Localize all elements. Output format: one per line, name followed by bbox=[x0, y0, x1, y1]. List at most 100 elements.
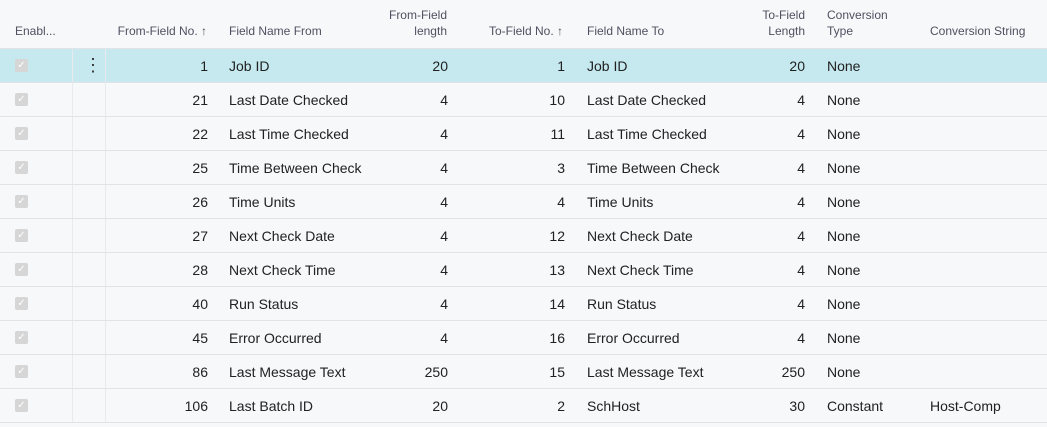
to-field-length-cell[interactable]: 30 bbox=[789, 398, 805, 414]
enabled-checkbox[interactable]: ✓ bbox=[15, 229, 28, 242]
to-field-no-cell[interactable]: 15 bbox=[549, 364, 565, 380]
conversion-type-cell[interactable]: None bbox=[827, 296, 861, 312]
conversion-type-cell[interactable]: None bbox=[827, 262, 861, 278]
to-field-no-cell[interactable]: 16 bbox=[549, 330, 565, 346]
table-row[interactable]: ✓ 22 Last Time Checked 4 11 Last Time Checked… bbox=[0, 117, 1047, 151]
from-field-no-cell[interactable]: 1 bbox=[200, 58, 208, 74]
enabled-checkbox[interactable]: ✓ bbox=[15, 93, 28, 106]
to-field-length-cell[interactable]: 4 bbox=[797, 160, 805, 176]
table-row[interactable]: ✓ 25 Time Between Check 4 3 Time Between Chec… bbox=[0, 151, 1047, 185]
table-row[interactable]: ✓ 86 Last Message Text 250 15 Last Message Te… bbox=[0, 355, 1047, 389]
table-row[interactable]: ✓ ⋮ 1 Job ID 20 1 Job ID 20 None bbox=[0, 49, 1047, 83]
enabled-checkbox[interactable]: ✓ bbox=[15, 161, 28, 174]
from-field-length-cell[interactable]: 4 bbox=[440, 228, 448, 244]
col-to-field-length[interactable]: To-Field Length bbox=[762, 7, 805, 39]
from-field-no-cell[interactable]: 27 bbox=[192, 228, 208, 244]
field-name-from-cell[interactable]: Next Check Date bbox=[229, 228, 335, 244]
field-name-from-cell[interactable]: Last Message Text bbox=[229, 364, 346, 380]
to-field-length-cell[interactable]: 4 bbox=[797, 228, 805, 244]
from-field-no-cell[interactable]: 22 bbox=[192, 126, 208, 142]
to-field-no-cell[interactable]: 10 bbox=[549, 92, 565, 108]
from-field-length-cell[interactable]: 4 bbox=[440, 296, 448, 312]
conversion-type-cell[interactable]: None bbox=[827, 126, 861, 142]
from-field-length-cell[interactable]: 4 bbox=[440, 92, 448, 108]
table-row[interactable]: ✓ 28 Next Check Time 4 13 Next Check Time 4 Non… bbox=[0, 253, 1047, 287]
conversion-string-cell[interactable]: Host-Comp bbox=[930, 398, 1001, 414]
from-field-no-cell[interactable]: 40 bbox=[192, 296, 208, 312]
to-field-length-cell[interactable]: 4 bbox=[797, 194, 805, 210]
conversion-type-cell[interactable]: None bbox=[827, 92, 861, 108]
col-from-field-no[interactable]: From-Field No. ↑ bbox=[117, 24, 207, 38]
field-name-to-cell[interactable]: Error Occurred bbox=[587, 330, 680, 346]
from-field-length-cell[interactable]: 20 bbox=[432, 398, 448, 414]
enabled-checkbox[interactable]: ✓ bbox=[15, 59, 28, 72]
table-row[interactable]: ✓ 45 Error Occurred 4 16 Error Occurred 4 None bbox=[0, 321, 1047, 355]
conversion-type-cell[interactable]: None bbox=[827, 364, 861, 380]
field-name-to-cell[interactable]: SchHost bbox=[587, 398, 640, 414]
from-field-length-cell[interactable]: 4 bbox=[440, 194, 448, 210]
from-field-length-cell[interactable]: 4 bbox=[440, 262, 448, 278]
to-field-length-cell[interactable]: 4 bbox=[797, 262, 805, 278]
field-name-from-cell[interactable]: Last Time Checked bbox=[229, 126, 349, 142]
to-field-no-cell[interactable]: 1 bbox=[557, 58, 565, 74]
to-field-no-cell[interactable]: 4 bbox=[557, 194, 565, 210]
field-name-from-cell[interactable]: Time Between Check bbox=[229, 160, 362, 176]
conversion-type-cell[interactable]: None bbox=[827, 58, 861, 74]
conversion-type-cell[interactable]: None bbox=[827, 160, 861, 176]
from-field-no-cell[interactable]: 45 bbox=[192, 330, 208, 346]
from-field-no-cell[interactable]: 26 bbox=[192, 194, 208, 210]
field-name-from-cell[interactable]: Job ID bbox=[229, 58, 270, 74]
col-field-name-from[interactable]: Field Name From bbox=[229, 24, 322, 38]
from-field-length-cell[interactable]: 4 bbox=[440, 330, 448, 346]
from-field-no-cell[interactable]: 21 bbox=[192, 92, 208, 108]
from-field-no-cell[interactable]: 28 bbox=[192, 262, 208, 278]
field-name-from-cell[interactable]: Last Batch ID bbox=[229, 398, 314, 414]
enabled-checkbox[interactable]: ✓ bbox=[15, 399, 28, 412]
field-name-to-cell[interactable]: Run Status bbox=[587, 296, 657, 312]
from-field-length-cell[interactable]: 20 bbox=[432, 58, 448, 74]
field-name-from-cell[interactable]: Last Date Checked bbox=[229, 92, 349, 108]
col-to-field-no[interactable]: To-Field No. ↑ bbox=[488, 24, 563, 38]
enabled-checkbox[interactable]: ✓ bbox=[15, 365, 28, 378]
from-field-length-cell[interactable]: 250 bbox=[424, 364, 448, 380]
to-field-no-cell[interactable]: 2 bbox=[557, 398, 565, 414]
from-field-length-cell[interactable]: 4 bbox=[440, 126, 448, 142]
conversion-type-cell[interactable]: Constant bbox=[827, 398, 884, 414]
to-field-length-cell[interactable]: 20 bbox=[789, 58, 805, 74]
enabled-checkbox[interactable]: ✓ bbox=[15, 331, 28, 344]
col-enabled[interactable]: Enabl... bbox=[15, 24, 56, 38]
field-name-to-cell[interactable]: Next Check Date bbox=[587, 228, 693, 244]
table-row[interactable]: ✓ 21 Last Date Checked 4 10 Last Date Checked… bbox=[0, 83, 1047, 117]
to-field-no-cell[interactable]: 12 bbox=[549, 228, 565, 244]
to-field-length-cell[interactable]: 4 bbox=[797, 330, 805, 346]
from-field-no-cell[interactable]: 86 bbox=[192, 364, 208, 380]
col-from-field-length[interactable]: From-Field length bbox=[389, 7, 447, 39]
conversion-type-cell[interactable]: None bbox=[827, 330, 861, 346]
to-field-no-cell[interactable]: 14 bbox=[549, 296, 565, 312]
row-actions-icon[interactable]: ⋮ bbox=[84, 55, 102, 75]
from-field-no-cell[interactable]: 25 bbox=[192, 160, 208, 176]
table-row[interactable]: ✓ 40 Run Status 4 14 Run Status 4 None bbox=[0, 287, 1047, 321]
col-conversion-type[interactable]: Conversion Type bbox=[827, 7, 888, 39]
field-name-to-cell[interactable]: Job ID bbox=[587, 58, 628, 74]
table-row[interactable]: ✓ 106 Last Batch ID 20 2 SchHost 30 Constant Hos… bbox=[0, 389, 1047, 423]
col-field-name-to[interactable]: Field Name To bbox=[587, 24, 665, 38]
field-name-to-cell[interactable]: Last Time Checked bbox=[587, 126, 707, 142]
field-name-from-cell[interactable]: Time Units bbox=[229, 194, 296, 210]
enabled-checkbox[interactable]: ✓ bbox=[15, 297, 28, 310]
field-name-to-cell[interactable]: Last Date Checked bbox=[587, 92, 707, 108]
col-conversion-string[interactable]: Conversion String bbox=[930, 24, 1026, 38]
field-name-to-cell[interactable]: Last Message Text bbox=[587, 364, 704, 380]
to-field-length-cell[interactable]: 250 bbox=[781, 364, 805, 380]
to-field-no-cell[interactable]: 3 bbox=[557, 160, 565, 176]
field-name-from-cell[interactable]: Run Status bbox=[229, 296, 299, 312]
from-field-no-cell[interactable]: 106 bbox=[184, 398, 208, 414]
conversion-type-cell[interactable]: None bbox=[827, 194, 861, 210]
enabled-checkbox[interactable]: ✓ bbox=[15, 263, 28, 276]
table-row[interactable]: ✓ 26 Time Units 4 4 Time Units 4 None bbox=[0, 185, 1047, 219]
to-field-length-cell[interactable]: 4 bbox=[797, 296, 805, 312]
table-row[interactable]: ✓ 27 Next Check Date 4 12 Next Check Date 4 Non… bbox=[0, 219, 1047, 253]
enabled-checkbox[interactable]: ✓ bbox=[15, 127, 28, 140]
to-field-length-cell[interactable]: 4 bbox=[797, 126, 805, 142]
field-name-to-cell[interactable]: Next Check Time bbox=[587, 262, 694, 278]
